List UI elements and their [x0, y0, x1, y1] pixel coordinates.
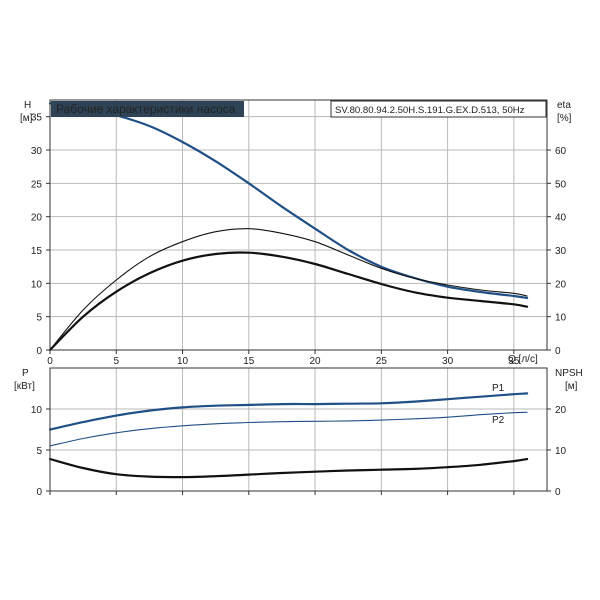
y-tick-label: 10 — [31, 405, 43, 416]
h-axis-unit: [м] — [20, 113, 33, 124]
p-axis-label: P — [22, 368, 29, 379]
y2-tick-label: 10 — [555, 313, 567, 324]
performance-curve-1 — [49, 228, 528, 351]
y2-tick-label: 0 — [555, 346, 561, 357]
x-tick-label: 20 — [310, 356, 322, 367]
performance-curve-2 — [48, 251, 529, 352]
x-tick-label: 0 — [47, 356, 53, 367]
model-label: SV.80.80.94.2.50H.S.191.G.EX.D.513, 50Hz — [335, 105, 525, 116]
bottom-panel-curves — [48, 392, 529, 479]
y-tick-label: 30 — [31, 146, 43, 157]
bottom-panel-grid — [50, 368, 547, 491]
performance-curve-0 — [48, 102, 529, 300]
y-tick-label: 0 — [36, 487, 42, 498]
y-tick-label: 20 — [31, 213, 43, 224]
y-tick-label: 35 — [31, 113, 43, 124]
x-tick-label: 15 — [243, 356, 255, 367]
y2-tick-label: 20 — [555, 279, 567, 290]
bottom-panel-frame — [49, 367, 548, 492]
bottom-panel-ticks: 0 5 10 0 10 20 — [31, 405, 567, 498]
y2-tick-label: 60 — [555, 146, 567, 157]
y-tick-label: 10 — [31, 279, 43, 290]
y-tick-label: 15 — [31, 246, 43, 257]
h-axis-label: H — [24, 100, 31, 111]
top-panel-curves — [48, 102, 529, 352]
y2-tick-label: 10 — [555, 446, 567, 457]
x-tick-label: 25 — [376, 356, 388, 367]
npsh-axis-label: NPSH — [555, 368, 583, 379]
chart-title-background — [51, 101, 244, 117]
eta-axis-unit: [%] — [557, 113, 572, 124]
x-tick-label: 30 — [442, 356, 454, 367]
y2-tick-label: 20 — [555, 405, 567, 416]
x-tick-label: 35 — [508, 356, 520, 367]
p1-curve — [48, 392, 529, 431]
x-tick-label: 5 — [113, 356, 119, 367]
p-axis-unit: [кВт] — [14, 381, 35, 392]
y-tick-label: 25 — [31, 179, 43, 190]
y2-tick-label: 0 — [555, 487, 561, 498]
p2-curve — [49, 411, 528, 447]
y-tick-label: 5 — [36, 313, 42, 324]
y-tick-label: 5 — [36, 446, 42, 457]
p1-series-label: P1 — [492, 383, 505, 394]
eta-axis-label: eta — [557, 100, 571, 111]
y2-tick-label: 50 — [555, 179, 567, 190]
top-panel-frame — [49, 99, 548, 351]
y-tick-label: 0 — [36, 346, 42, 357]
x-tick-label: 10 — [177, 356, 189, 367]
npsh-axis-unit: [м] — [565, 381, 578, 392]
chart-title: Рабочие характеристики насоса — [56, 102, 236, 116]
model-label-box — [330, 100, 547, 118]
y2-tick-label: 40 — [555, 213, 567, 224]
q-axis-label: Q [л/с] — [508, 354, 538, 365]
top-panel-ticks: 0 5 10 15 20 25 30 35 0 5 10 15 20 25 30 35 0 10 20 30 40 50 6… — [31, 113, 567, 367]
top-panel-grid — [50, 100, 547, 350]
y2-tick-label: 30 — [555, 246, 567, 257]
performance-curve-2 — [48, 457, 529, 479]
p2-series-label: P2 — [492, 415, 505, 426]
